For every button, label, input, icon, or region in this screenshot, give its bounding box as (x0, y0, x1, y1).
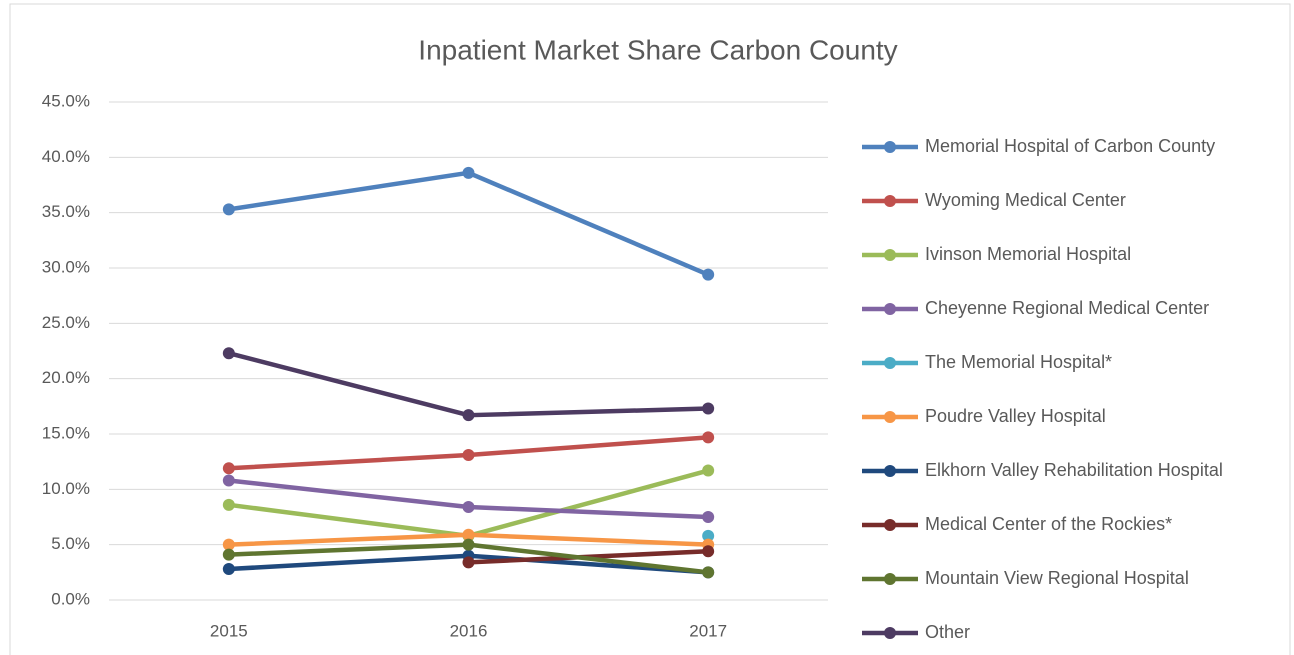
y-tick-label: 0.0% (51, 589, 90, 608)
data-point (702, 511, 715, 523)
data-point (222, 347, 235, 360)
legend-label: Cheyenne Regional Medical Center (925, 298, 1209, 318)
legend-label: Mountain View Regional Hospital (925, 568, 1189, 588)
y-tick-label: 35.0% (42, 202, 90, 221)
chart-title: Inpatient Market Share Carbon County (418, 34, 897, 65)
y-tick-label: 15.0% (42, 423, 90, 442)
data-point (222, 498, 235, 511)
data-point (462, 556, 475, 569)
data-point (222, 563, 235, 576)
x-tick-label: 2015 (210, 621, 248, 640)
data-point (702, 431, 715, 444)
legend-marker (884, 357, 896, 369)
legend-label: Wyoming Medical Center (925, 190, 1126, 210)
data-point (222, 538, 235, 551)
data-point (462, 449, 475, 462)
data-point (462, 409, 475, 422)
legend-label: Other (925, 622, 970, 642)
data-point (462, 528, 475, 541)
legend-marker (884, 411, 896, 423)
data-point (462, 538, 475, 551)
legend-marker (884, 195, 896, 207)
legend-label: Memorial Hospital of Carbon County (925, 136, 1215, 156)
data-point (462, 501, 475, 514)
legend-marker (884, 249, 896, 261)
y-tick-label: 25.0% (42, 313, 90, 332)
x-tick-label: 2017 (689, 621, 727, 640)
legend-marker (884, 627, 896, 639)
y-tick-label: 5.0% (51, 534, 90, 553)
y-tick-label: 10.0% (42, 479, 90, 498)
data-point (702, 545, 715, 558)
legend-marker (884, 465, 896, 477)
data-point (702, 402, 715, 415)
legend-label: Poudre Valley Hospital (925, 406, 1106, 426)
y-tick-label: 30.0% (42, 257, 90, 276)
data-point (222, 474, 235, 487)
data-point (222, 462, 235, 475)
y-tick-label: 20.0% (42, 368, 90, 387)
legend-marker (884, 519, 896, 531)
legend-label: Elkhorn Valley Rehabilitation Hospital (925, 460, 1223, 480)
y-tick-label: 45.0% (42, 91, 90, 110)
legend-marker (884, 303, 896, 315)
data-point (702, 464, 715, 477)
data-point (702, 566, 715, 579)
x-tick-label: 2016 (450, 621, 488, 640)
data-point (702, 268, 715, 281)
legend-label: Medical Center of the Rockies* (925, 514, 1172, 534)
y-tick-label: 40.0% (42, 147, 90, 166)
data-point (462, 166, 475, 179)
legend-marker (884, 141, 896, 153)
data-point (222, 203, 235, 216)
legend-label: Ivinson Memorial Hospital (925, 244, 1131, 264)
data-point (222, 548, 235, 561)
data-point (702, 529, 715, 542)
legend-label: The Memorial Hospital* (925, 352, 1112, 372)
legend-marker (884, 573, 896, 585)
